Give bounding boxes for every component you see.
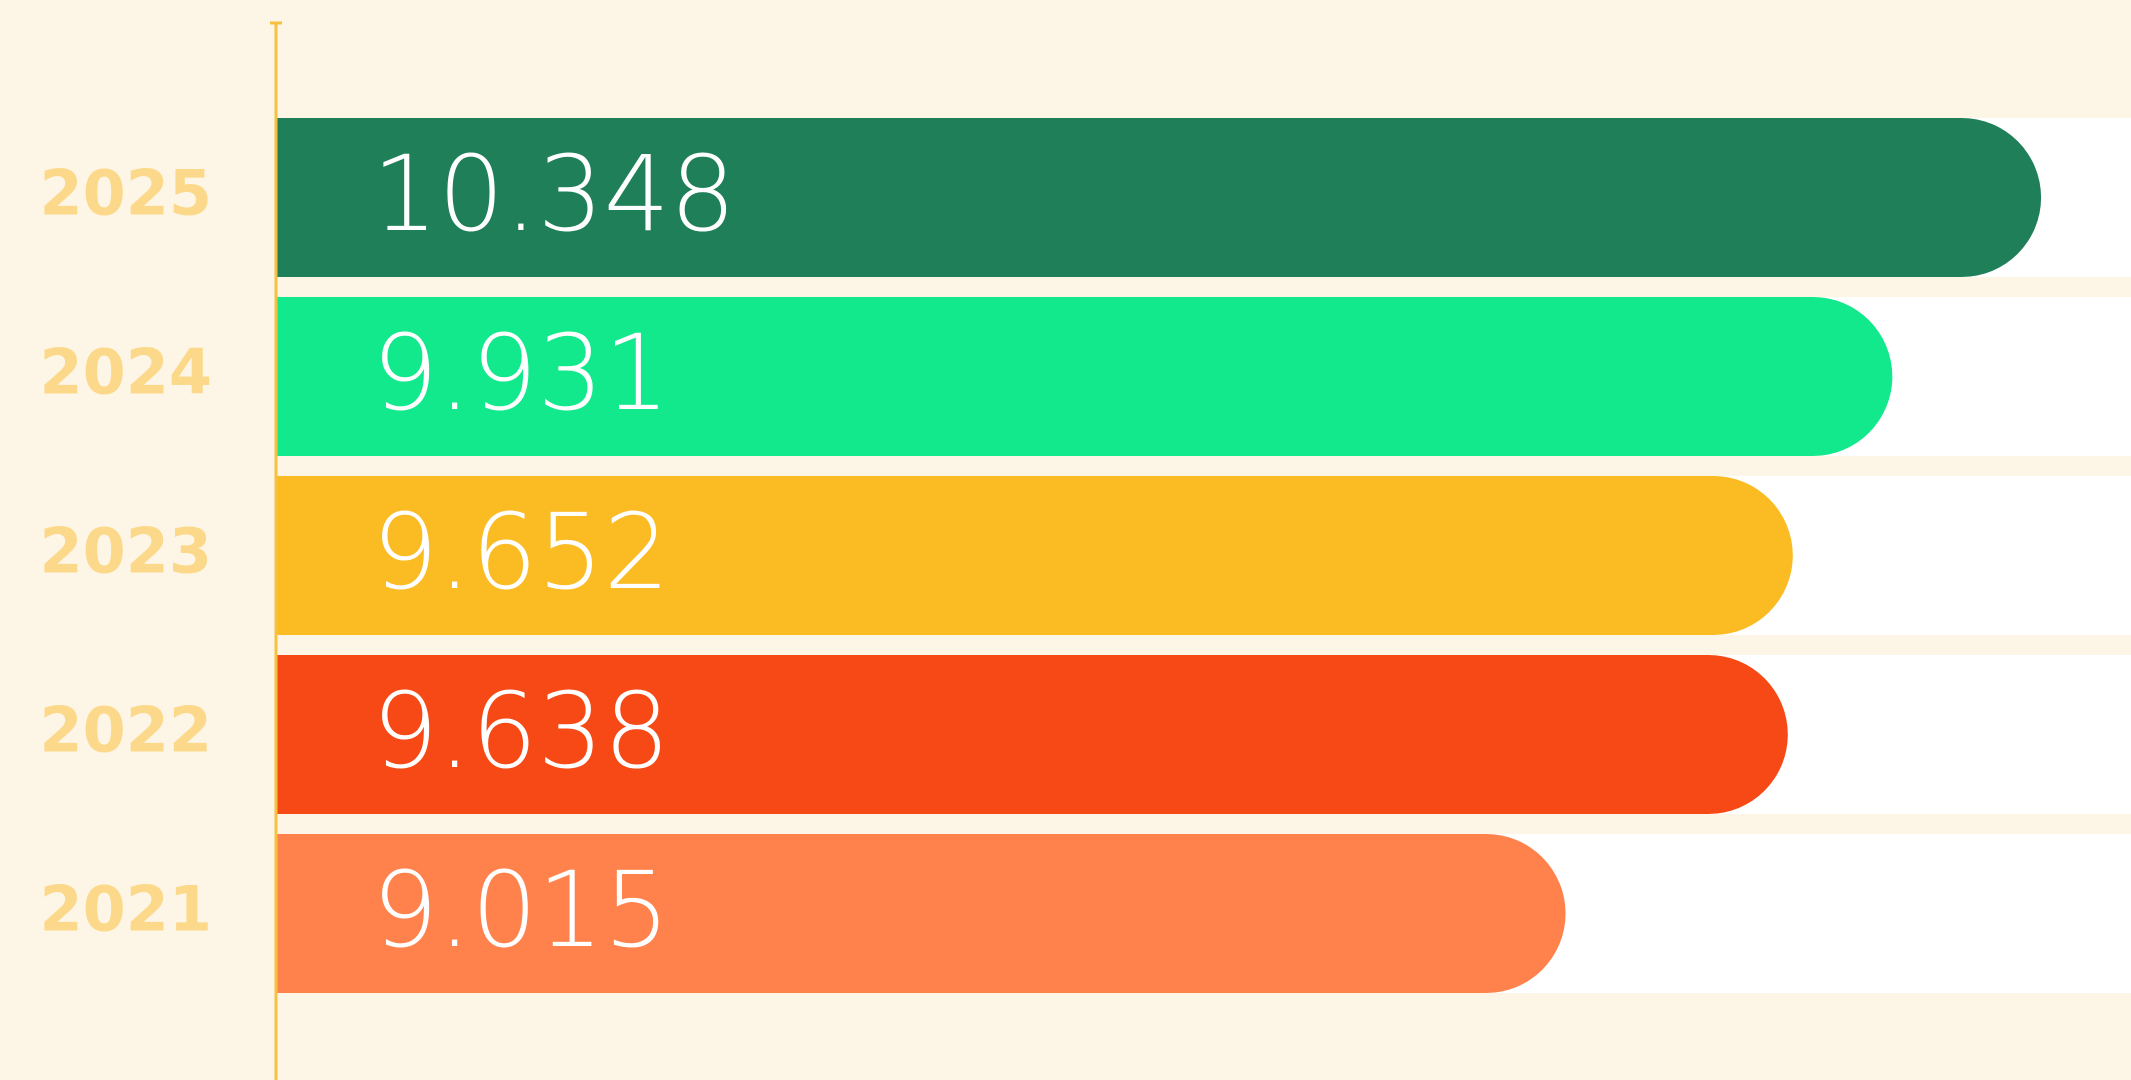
y-tick-label: 2022 bbox=[39, 694, 212, 767]
y-tick-label: 2021 bbox=[39, 873, 212, 946]
bar bbox=[276, 297, 1893, 456]
rows: 10.348 2025 9.931 2024 9.652 2023 9.638 2022 9.0… bbox=[39, 118, 2131, 993]
bar bbox=[276, 476, 1793, 635]
y-tick-label: 2025 bbox=[39, 157, 212, 230]
bar bbox=[276, 834, 1566, 993]
value-label: 10.348 bbox=[372, 133, 736, 255]
y-tick-label: 2024 bbox=[39, 336, 212, 409]
value-label: 9.015 bbox=[372, 849, 670, 971]
bar bbox=[276, 655, 1788, 814]
value-label: 9.638 bbox=[372, 670, 670, 792]
value-label: 9.652 bbox=[372, 491, 670, 613]
value-label: 9.931 bbox=[372, 312, 670, 434]
bar bbox=[276, 118, 2042, 277]
y-tick-label: 2023 bbox=[39, 515, 212, 588]
